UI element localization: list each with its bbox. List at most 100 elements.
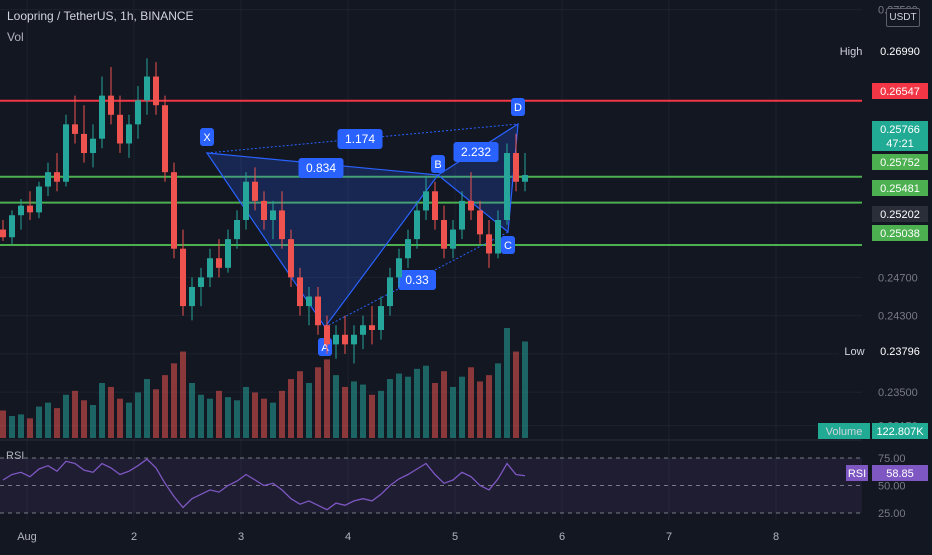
rsi-value-bg — [872, 465, 928, 481]
price-tick-label: 0.24700 — [878, 272, 918, 284]
x-axis-label: 2 — [131, 531, 137, 543]
candle-body — [351, 334, 357, 345]
volume-bar — [99, 383, 105, 438]
volume-bar — [144, 379, 150, 438]
price-tag-value: 0.25766 — [880, 124, 920, 136]
price-tag-value: 0.25481 — [880, 183, 920, 195]
x-axis-label: 4 — [345, 531, 351, 543]
price-tag-bg — [872, 43, 928, 59]
candles — [0, 58, 528, 364]
candle-body — [297, 277, 303, 307]
grid — [0, 0, 862, 520]
x-axis-label: 3 — [238, 531, 244, 543]
currency-badge[interactable]: USDT — [886, 8, 920, 27]
candle-body — [306, 296, 312, 307]
rsi-panel — [0, 457, 862, 514]
candle-body — [108, 95, 114, 115]
candle-body — [216, 258, 222, 268]
volume-bar — [486, 375, 492, 438]
pattern-point-badge — [501, 236, 515, 254]
volume-bar — [351, 381, 357, 438]
volume-bar — [216, 390, 222, 438]
candle-body — [396, 258, 402, 278]
x-axis-label: 6 — [559, 531, 565, 543]
candle-body — [477, 210, 483, 235]
candle-body — [72, 124, 78, 134]
candle-body — [162, 105, 168, 173]
candle-body — [171, 172, 177, 249]
candle-body — [315, 296, 321, 326]
candle-body — [288, 239, 294, 278]
volume-bar — [468, 367, 474, 438]
pattern-point-x: X — [203, 132, 211, 144]
ratio-ac-badge — [398, 270, 436, 290]
volume-bar — [441, 371, 447, 438]
price-tag-value: 0.25202 — [880, 209, 920, 221]
rsi-tag-label: RSI — [848, 468, 866, 480]
volume-bar — [72, 390, 78, 438]
volume-bar — [315, 367, 321, 438]
candle-body — [243, 181, 249, 220]
volume-bar — [342, 386, 348, 438]
ratio-xb: 0.834 — [306, 161, 336, 175]
candle-body — [324, 325, 330, 345]
ratio-xd: 1.174 — [345, 132, 375, 146]
volume-bar — [450, 386, 456, 438]
price-tag-bg — [872, 121, 928, 151]
x-axis-label: Aug — [17, 531, 37, 543]
candle-body — [117, 114, 123, 144]
candle-body — [279, 210, 285, 240]
volume-bar — [117, 398, 123, 438]
volume-bar — [18, 414, 24, 438]
candle-body — [414, 210, 420, 240]
horizontal-levels[interactable] — [0, 99, 862, 247]
harmonic-pattern[interactable]: X A B C D 1.174 0.834 2.232 0.33 — [200, 98, 525, 356]
price-tag-bg — [872, 225, 928, 241]
candle-body — [432, 191, 438, 220]
volume-bar — [360, 384, 366, 438]
price-tag-bg — [872, 343, 928, 359]
volume-bar — [171, 363, 177, 438]
volume-bar — [288, 379, 294, 438]
rsi-tag-label-bg — [846, 465, 868, 481]
volume-bar — [324, 359, 330, 438]
volume-bar — [432, 383, 438, 438]
volume-bar — [504, 328, 510, 438]
ratio-bd: 2.232 — [461, 145, 491, 159]
volume-bar — [459, 376, 465, 438]
pattern-point-badge — [511, 98, 525, 116]
volume-bar — [108, 386, 114, 438]
rsi-line — [2, 458, 526, 511]
candle-body — [45, 172, 51, 187]
candle-body — [90, 138, 96, 154]
candle-body — [270, 210, 276, 220]
volume-bar — [54, 408, 60, 438]
candle-body — [360, 325, 366, 335]
candle-body — [342, 334, 348, 345]
pattern-point-badge — [200, 128, 214, 146]
candle-body — [423, 191, 429, 211]
candle-body — [54, 172, 60, 182]
candle-body — [27, 205, 33, 213]
rsi-tick-label: 50.00 — [878, 481, 906, 493]
volume-bar — [369, 394, 375, 438]
price-tag-value: 0.25752 — [880, 157, 920, 169]
price-tags: High 0.26990 0.26547 0.25766 47:21 0.25752 0.2… — [818, 43, 928, 481]
rsi-band — [0, 458, 862, 513]
price-tag-bg — [872, 423, 928, 439]
price-tag-bg — [872, 206, 928, 222]
x-axis-label: 8 — [773, 531, 779, 543]
volume-bar — [270, 402, 276, 438]
volume-bar — [387, 379, 393, 438]
ratio-bd-badge — [453, 142, 499, 162]
candle-body — [180, 248, 186, 307]
candle-body — [387, 277, 393, 307]
price-tag-value: 0.26547 — [880, 86, 920, 98]
volume-bar — [378, 390, 384, 438]
volume-bar — [495, 363, 501, 438]
volume-bar — [396, 373, 402, 438]
volume-bar — [162, 375, 168, 438]
volume-bar — [477, 381, 483, 438]
